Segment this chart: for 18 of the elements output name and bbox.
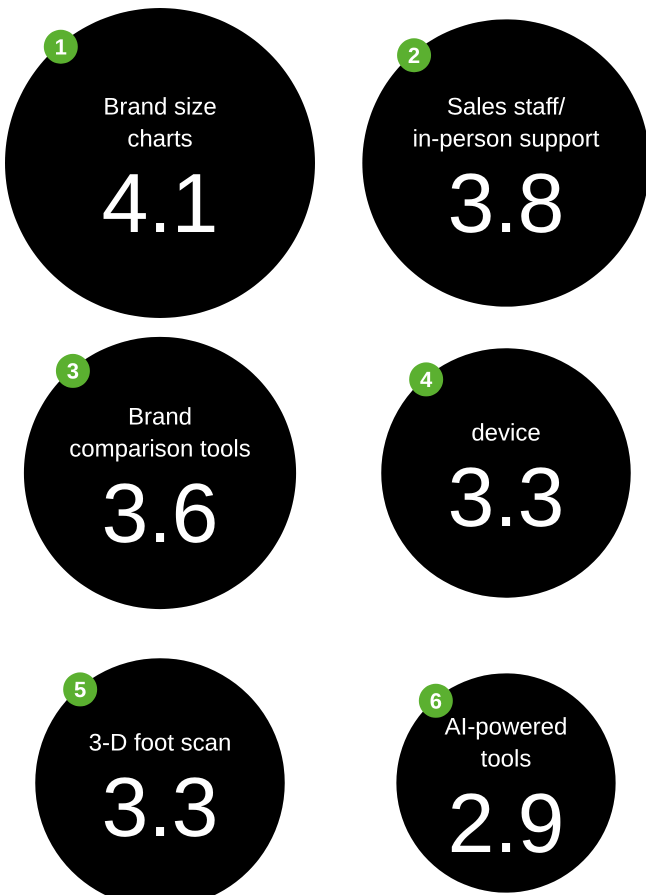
- text: 1: [54, 34, 67, 60]
- text: 5: [74, 676, 86, 702]
- text: 2: [408, 42, 420, 68]
- data-label: 3.3: [102, 760, 218, 854]
- category-label: Sales staff/ in-person support: [412, 94, 600, 152]
- data-label: 3.8: [448, 156, 564, 250]
- text: 6: [430, 688, 442, 714]
- text: 3: [66, 358, 80, 384]
- category-label: AI-powered tools: [444, 714, 568, 772]
- data-label: 3.6: [102, 466, 218, 560]
- data-label: 4.1: [102, 156, 218, 250]
- text: 4: [420, 366, 434, 392]
- data-label: 2.9: [448, 776, 564, 870]
- category-label: Brand comparison tools: [69, 404, 251, 462]
- data-label: 3.3: [448, 450, 564, 544]
- category-label: 3-D foot scan: [88, 730, 232, 756]
- category-label: device: [471, 420, 541, 446]
- category-label: Brand size charts: [103, 94, 217, 152]
